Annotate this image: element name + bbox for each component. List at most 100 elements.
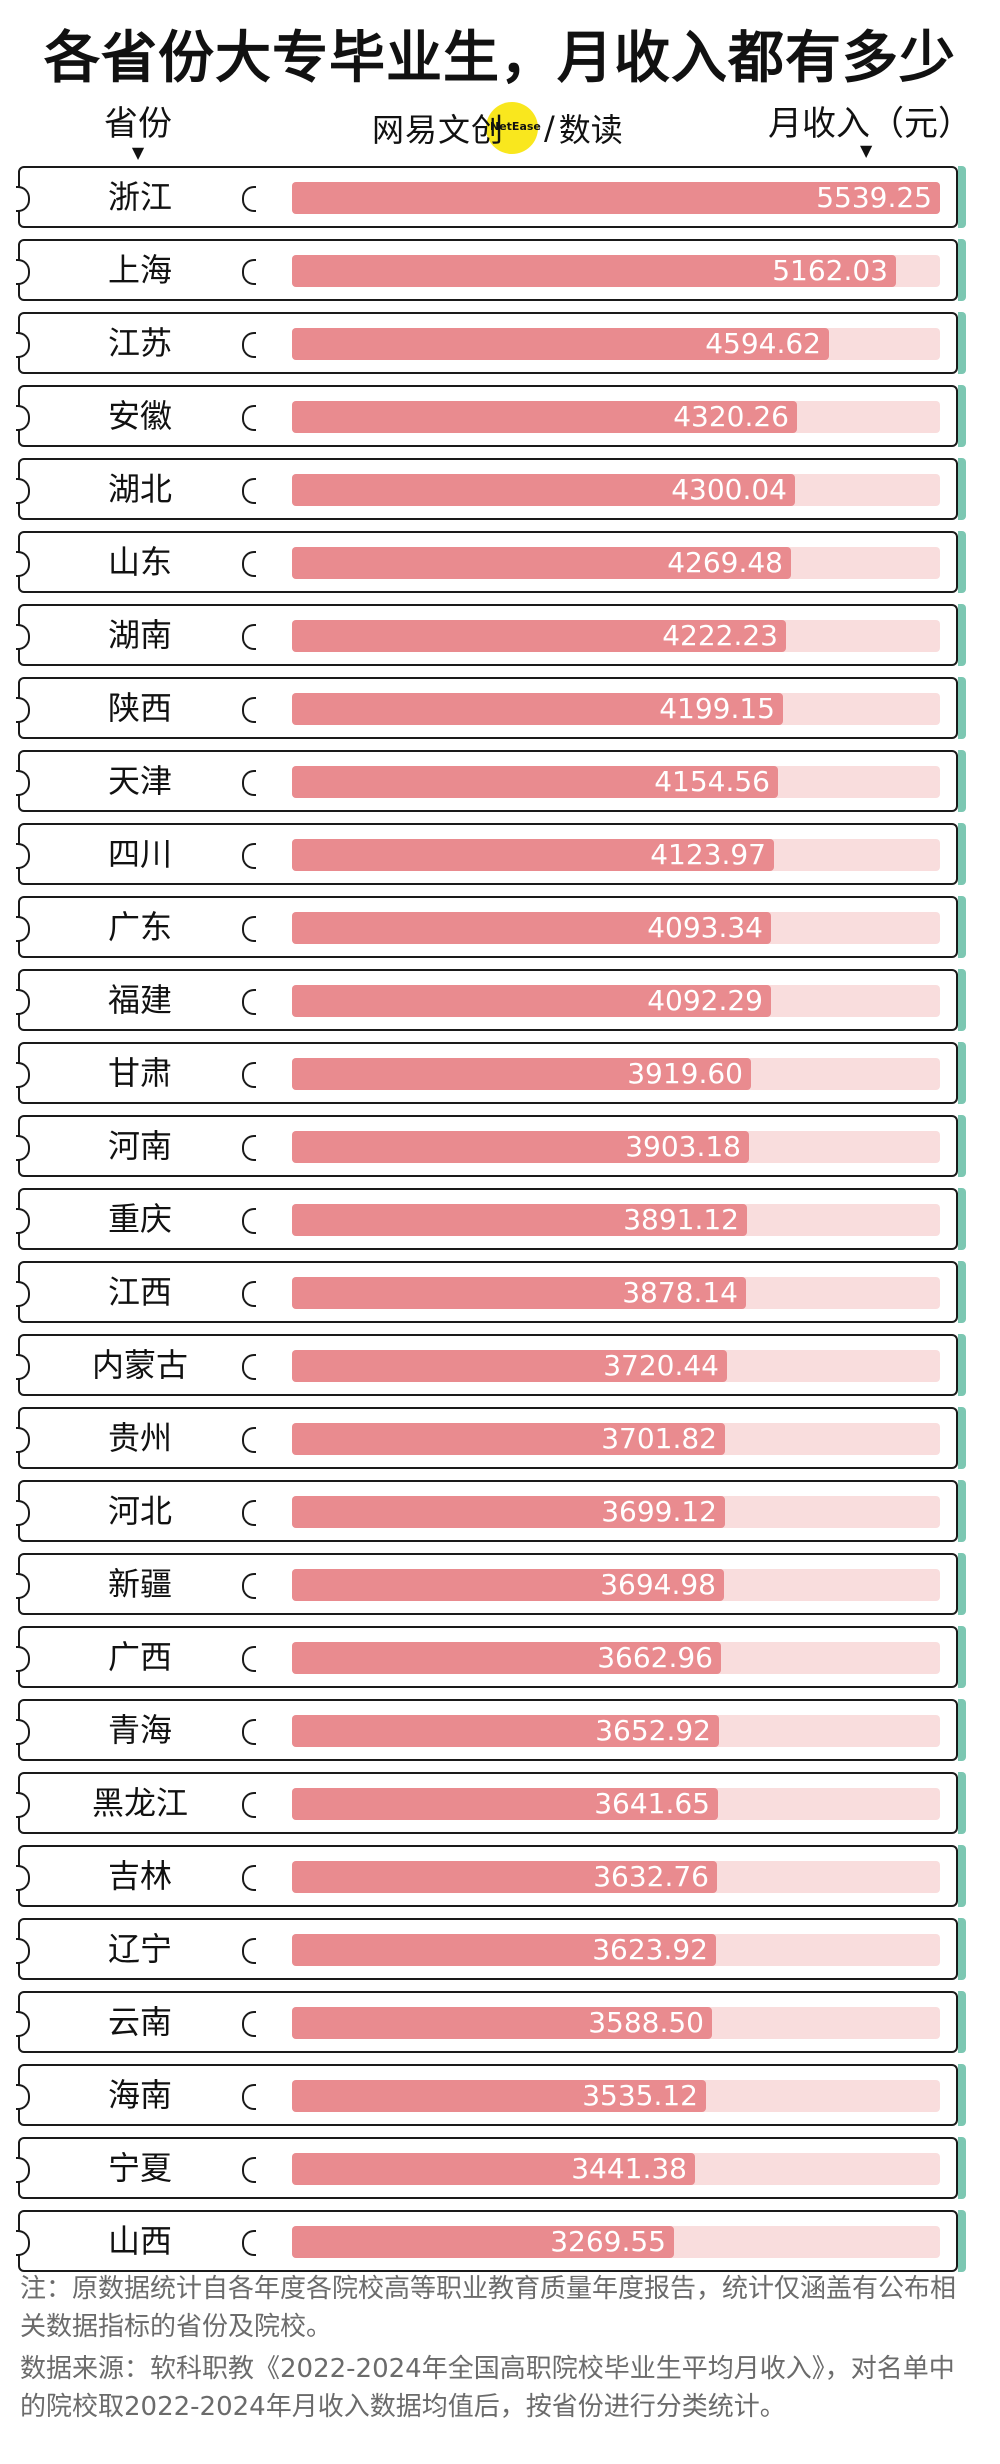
ticket-notch-left	[16, 1135, 30, 1161]
category-label: 黑龙江	[91, 1784, 188, 1822]
bar-track: 3720.44	[292, 1350, 940, 1382]
chart-row: 河北 3699.12	[0, 1476, 1000, 1549]
row-frame: 黑龙江 3641.65	[16, 1772, 966, 1834]
ticket-notch-middle	[242, 1865, 256, 1891]
row-frame: 湖北 4300.04	[16, 458, 966, 520]
bar-track: 4320.26	[292, 401, 940, 433]
row-frame: 河南 3903.18	[16, 1115, 966, 1177]
ticket-notch-left	[16, 1062, 30, 1088]
ticket-notch-left	[16, 1719, 30, 1745]
bar: 4093.34	[292, 912, 771, 944]
data-label: 3662.96	[597, 1641, 713, 1674]
ticket-notch-middle	[242, 2157, 256, 2183]
data-label: 5539.25	[816, 181, 932, 214]
category-label: 内蒙古	[91, 1346, 188, 1384]
category-label: 四川	[107, 835, 172, 873]
bar-track: 3641.65	[292, 1788, 940, 1820]
data-label: 4123.97	[650, 838, 766, 871]
bar: 4199.15	[292, 693, 783, 725]
ticket-notch-middle	[242, 916, 256, 942]
bar-track: 3891.12	[292, 1204, 940, 1236]
data-label: 3623.92	[592, 1933, 708, 1966]
category-label: 河北	[107, 1492, 172, 1530]
row-frame: 陕西 4199.15	[16, 677, 966, 739]
row-frame: 山西 3269.55	[16, 2210, 966, 2272]
ticket-notch-left	[16, 1281, 30, 1307]
data-label: 3919.60	[627, 1057, 743, 1090]
category-label: 上海	[107, 251, 172, 289]
brand-small-text: NetEase	[490, 120, 541, 133]
sort-arrow-icon: ▼	[860, 141, 873, 160]
data-label: 3641.65	[594, 1787, 710, 1820]
ticket-notch-left	[16, 1646, 30, 1672]
chart-row: 青海 3652.92	[0, 1695, 1000, 1768]
bar: 3903.18	[292, 1131, 749, 1163]
ticket-notch-left	[16, 332, 30, 358]
category-label: 海南	[107, 2076, 172, 2114]
chart-row: 广西 3662.96	[0, 1622, 1000, 1695]
bar-track: 3623.92	[292, 1934, 940, 1966]
ticket-notch-left	[16, 2157, 30, 2183]
chart-row: 吉林 3632.76	[0, 1841, 1000, 1914]
ticket-notch-middle	[242, 405, 256, 431]
row-frame: 新疆 3694.98	[16, 1553, 966, 1615]
category-label: 天津	[107, 762, 172, 800]
chart-row: 江西 3878.14	[0, 1257, 1000, 1330]
bar-track: 3878.14	[292, 1277, 940, 1309]
category-label: 山东	[107, 543, 172, 581]
ticket-notch-middle	[242, 1427, 256, 1453]
data-label: 3269.55	[550, 2225, 666, 2258]
ticket-notch-left	[16, 1500, 30, 1526]
footnote: 注：原数据统计自各年度各院校高等职业教育质量年度报告，统计仅涵盖有公布相关数据指…	[20, 2274, 957, 2342]
row-frame: 湖南 4222.23	[16, 604, 966, 666]
bar: 5162.03	[292, 255, 896, 287]
category-label: 江西	[107, 1273, 172, 1311]
bar: 3662.96	[292, 1642, 721, 1674]
bar: 3699.12	[292, 1496, 725, 1528]
row-frame: 宁夏 3441.38	[16, 2137, 966, 2199]
row-frame: 天津 4154.56	[16, 750, 966, 812]
ticket-notch-middle	[242, 1062, 256, 1088]
ticket-notch-middle	[242, 478, 256, 504]
data-label: 3720.44	[603, 1349, 719, 1382]
brand-subtitle: 数读	[558, 111, 623, 149]
category-label: 云南	[107, 2003, 172, 2041]
ticket-notch-middle	[242, 186, 256, 212]
chart-row: 四川 4123.97	[0, 819, 1000, 892]
data-label: 5162.03	[772, 254, 888, 287]
bar-chart: 浙江 5539.25 上海 5162.03 江苏 4594.62 安徽 4320.26 湖北 43…	[0, 162, 1000, 2279]
chart-row: 山西 3269.55	[0, 2206, 1000, 2279]
bar: 4154.56	[292, 766, 778, 798]
row-frame: 重庆 3891.12	[16, 1188, 966, 1250]
ticket-notch-middle	[242, 1354, 256, 1380]
row-frame: 广西 3662.96	[16, 1626, 966, 1688]
bar-track: 3535.12	[292, 2080, 940, 2112]
category-label: 湖南	[107, 616, 172, 654]
bar-track: 3662.96	[292, 1642, 940, 1674]
category-label: 福建	[107, 981, 172, 1019]
bar: 3878.14	[292, 1277, 746, 1309]
bar: 4594.62	[292, 328, 829, 360]
ticket-notch-left	[16, 624, 30, 650]
ticket-notch-middle	[242, 2230, 256, 2256]
ticket-notch-middle	[242, 1281, 256, 1307]
ticket-notch-left	[16, 843, 30, 869]
bar: 3701.82	[292, 1423, 725, 1455]
brand-text: 网易文创	[372, 111, 505, 149]
bar-track: 3919.60	[292, 1058, 940, 1090]
bar: 4092.29	[292, 985, 771, 1017]
bar-track: 3699.12	[292, 1496, 940, 1528]
bar-track: 5162.03	[292, 255, 940, 287]
row-frame: 四川 4123.97	[16, 823, 966, 885]
data-label: 4300.04	[671, 473, 787, 506]
row-frame: 福建 4092.29	[16, 969, 966, 1031]
province-header-label: 省份	[104, 104, 172, 144]
row-frame: 辽宁 3623.92	[16, 1918, 966, 1980]
data-label: 3441.38	[571, 2152, 687, 2185]
data-label: 3694.98	[600, 1568, 716, 1601]
ticket-notch-left	[16, 697, 30, 723]
bar-track: 4222.23	[292, 620, 940, 652]
chart-row: 福建 4092.29	[0, 965, 1000, 1038]
chart-row: 甘肃 3919.60	[0, 1038, 1000, 1111]
category-label: 新疆	[107, 1565, 172, 1603]
